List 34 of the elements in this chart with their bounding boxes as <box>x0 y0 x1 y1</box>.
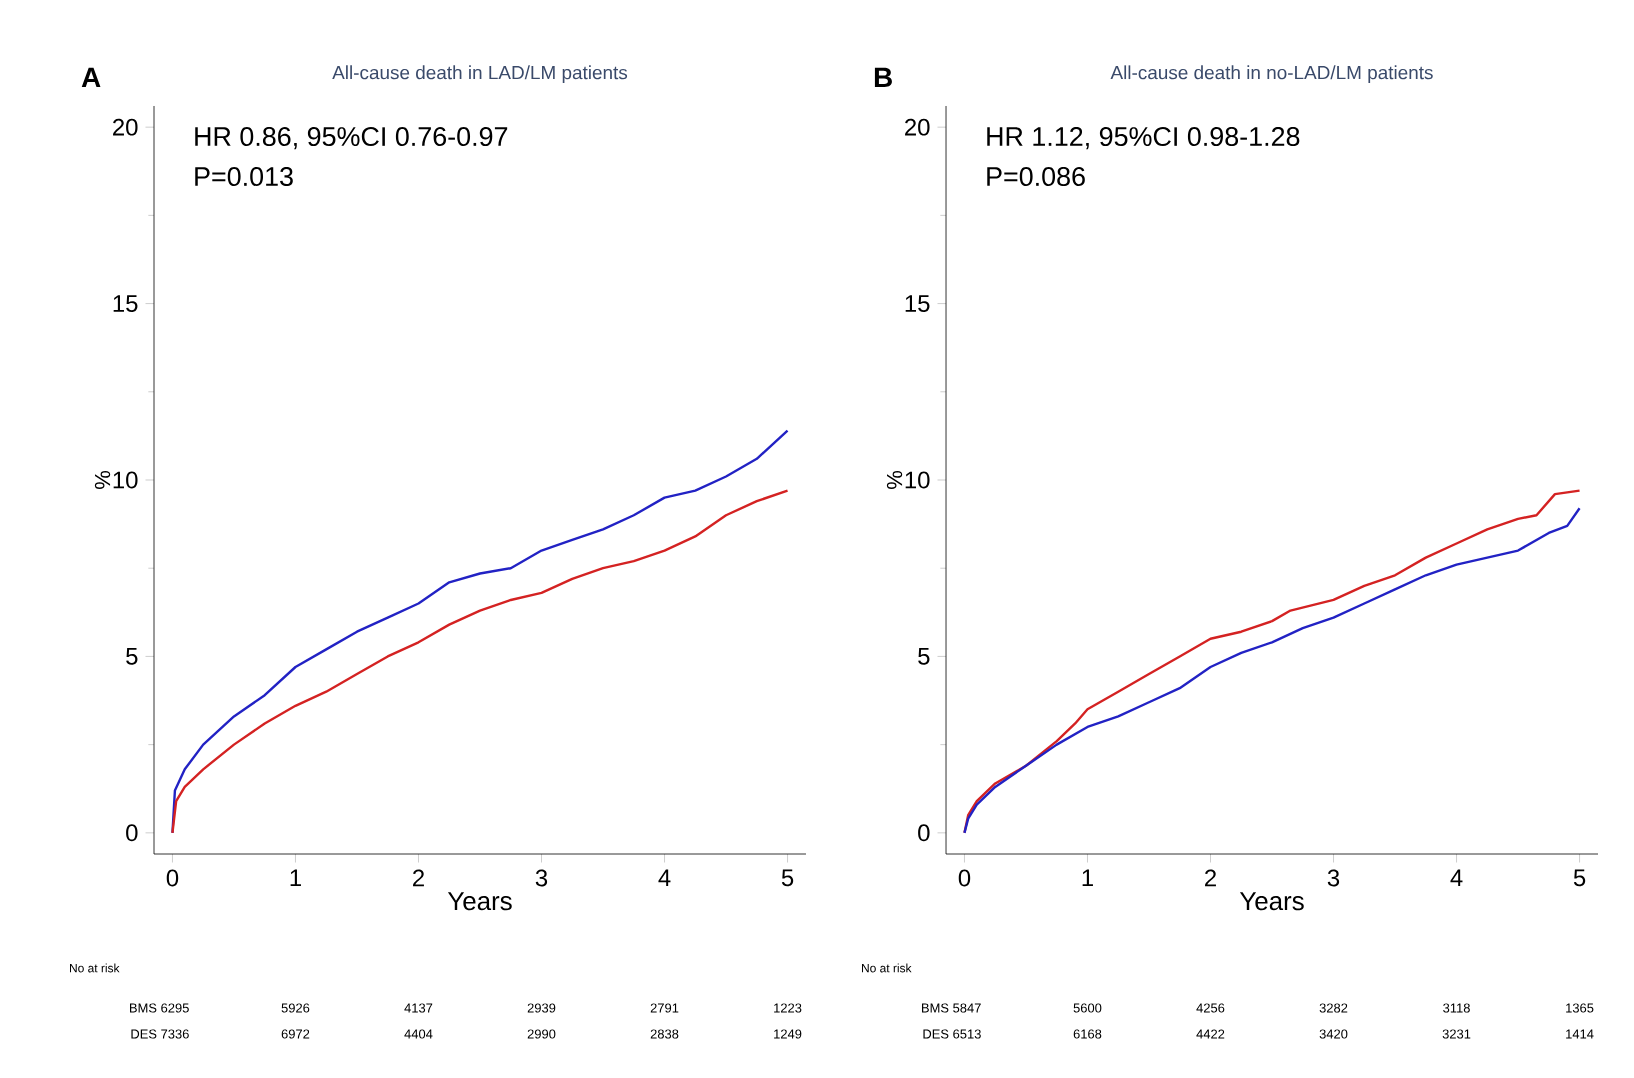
x-tick-label: 0 <box>958 869 971 887</box>
chart-title: All-cause death in LAD/LM patients <box>332 65 628 83</box>
x-tick-label: 0 <box>166 869 179 887</box>
y-tick-label: 5 <box>918 648 930 665</box>
y-tick-label: 15 <box>113 295 138 312</box>
x-tick-label: 1 <box>1082 869 1093 886</box>
x-tick-label: 5 <box>1573 869 1586 887</box>
annotation: HR 1.12, 95%CI 0.98-1.28 <box>987 127 1300 150</box>
text: B <box>874 67 892 87</box>
y-tick-label: 15 <box>905 295 930 312</box>
y-tick-label: 0 <box>918 824 930 842</box>
x-axis-title: Years <box>1239 892 1304 911</box>
y-tick-label: 5 <box>126 648 138 665</box>
chart-title: All-cause death in no-LAD/LM patients <box>1110 65 1433 83</box>
x-axis-title: Years <box>447 892 512 911</box>
annotation: P=0.086 <box>987 167 1085 187</box>
annotation: P=0.013 <box>195 167 293 187</box>
x-tick-label: 4 <box>658 869 671 886</box>
text: A <box>81 67 101 87</box>
x-tick-label: 5 <box>781 869 794 887</box>
y-tick-label: 20 <box>113 118 138 136</box>
x-tick-label: 2 <box>413 869 424 887</box>
x-tick-label: 3 <box>1327 869 1340 887</box>
y-tick-label: 0 <box>126 824 138 842</box>
y-tick-label: 20 <box>905 118 930 136</box>
x-tick-label: 4 <box>1450 869 1463 886</box>
y-axis-title: % <box>94 471 111 489</box>
x-tick-label: 2 <box>1205 869 1216 887</box>
x-tick-label: 3 <box>535 869 548 887</box>
x-tick-label: 1 <box>290 869 301 886</box>
annotation: HR 0.86, 95%CI 0.76-0.97 <box>195 127 508 150</box>
y-tick-label: 10 <box>113 471 138 489</box>
y-axis-title: % <box>886 471 903 489</box>
y-tick-label: 10 <box>905 471 930 489</box>
